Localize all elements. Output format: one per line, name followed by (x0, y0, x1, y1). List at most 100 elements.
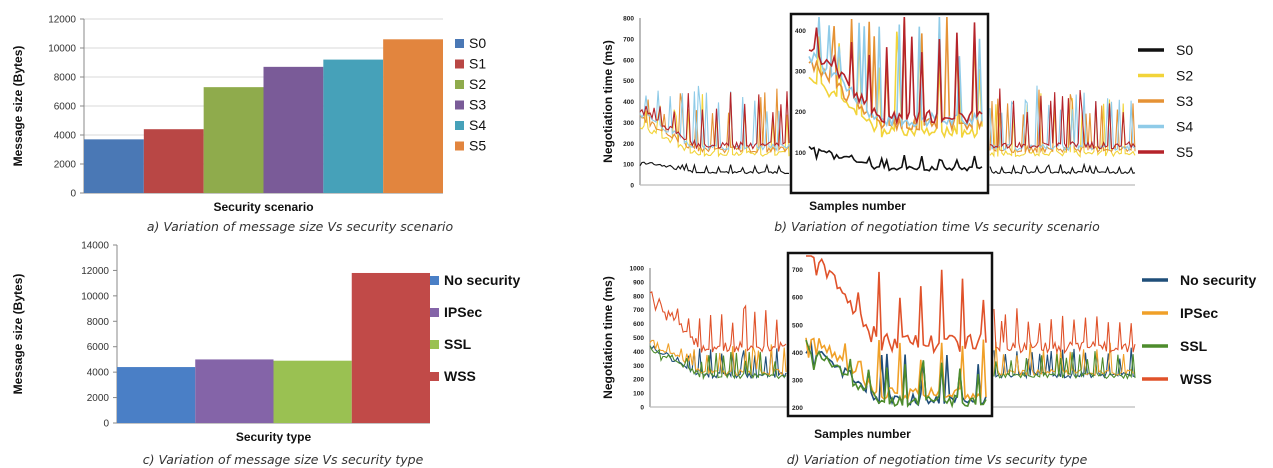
legend-label: S0 (469, 35, 486, 51)
series-line-ssl (649, 345, 787, 381)
series-line-wss (993, 308, 1136, 355)
legend-label: S1 (469, 56, 486, 72)
legend-swatch (430, 276, 439, 285)
inset-tick-label: 200 (795, 109, 806, 116)
y-tick-label: 1000 (630, 266, 645, 273)
legend-label: WSS (444, 368, 476, 384)
inset-tick-label: 300 (792, 378, 803, 385)
inset-tick-label: 200 (792, 405, 803, 412)
y-tick-label: 700 (633, 307, 644, 314)
series-line-s0 (639, 161, 790, 175)
y-tick-label: 6000 (54, 102, 77, 113)
bar-s5 (383, 39, 443, 193)
inset-tick-label: 600 (792, 295, 803, 302)
legend-label: SSL (1180, 338, 1208, 354)
inset-tick-label: 400 (792, 350, 803, 357)
y-tick-label: 700 (623, 36, 634, 43)
y-tick-label: 900 (633, 279, 644, 286)
y-tick-label: 500 (633, 335, 644, 342)
legend-label: No security (1180, 272, 1256, 288)
series-line-s5 (639, 91, 790, 151)
bar-s0 (84, 139, 144, 193)
y-tick-label: 12000 (81, 266, 109, 277)
legend-label: S4 (1176, 119, 1193, 135)
inset-tick-label: 300 (795, 68, 806, 75)
inset-series-line-wss (806, 255, 987, 355)
legend-label: S2 (1176, 68, 1193, 84)
y-tick-label: 100 (623, 162, 634, 169)
legend-label: S5 (469, 138, 486, 154)
y-tick-label: 400 (633, 349, 644, 356)
y-tick-label: 10000 (48, 44, 76, 55)
chart-caption: c) Variation of message size Vs security… (143, 452, 424, 467)
y-tick-label: 500 (623, 78, 634, 85)
bar-s1 (143, 129, 204, 193)
inset-series-line-s0 (808, 145, 983, 172)
inset-series-line-s3 (808, 16, 983, 133)
series-line-s3 (989, 89, 1136, 154)
y-tick-label: 600 (623, 57, 634, 64)
legend-swatch (430, 372, 439, 381)
legend-swatch (455, 59, 464, 69)
legend-label: SSL (444, 336, 472, 352)
y-tick-label: 4000 (54, 131, 77, 142)
y-tick-label: 4000 (87, 368, 110, 379)
chart-caption: b) Variation of negotiation time Vs secu… (774, 219, 1100, 234)
y-tick-label: 0 (640, 405, 644, 412)
y-tick-label: 8000 (54, 73, 77, 84)
series-line-ssl (993, 351, 1136, 380)
legend-swatch (430, 340, 439, 349)
bar-ipsec (195, 359, 274, 423)
y-tick-label: 100 (633, 391, 644, 398)
y-tick-label: 800 (633, 293, 644, 300)
bar-s3 (263, 66, 324, 193)
y-tick-label: 10000 (81, 291, 109, 302)
y-tick-label: 14000 (81, 241, 109, 252)
legend-swatch (455, 39, 464, 48)
y-axis-title: Negotiation time (ms) (601, 40, 615, 163)
legend-label: IPSec (1180, 305, 1218, 321)
bar-ssl (273, 360, 352, 423)
legend-label: WSS (1180, 371, 1212, 387)
chart-caption: d) Variation of negotiation time Vs secu… (787, 452, 1088, 467)
y-tick-label: 400 (623, 99, 634, 106)
series-line-s2 (639, 91, 790, 158)
y-tick-label: 0 (103, 419, 109, 430)
series-line-s0 (989, 162, 1136, 175)
y-tick-label: 200 (633, 377, 644, 384)
legend-swatch (455, 141, 464, 151)
inset-series-line-ipsec (805, 337, 987, 403)
y-tick-label: 0 (630, 183, 634, 190)
legend-label: S2 (469, 76, 486, 92)
y-tick-label: 8000 (87, 317, 110, 328)
inset-tick-label: 700 (792, 267, 803, 274)
y-axis-title: Negotiation time (ms) (601, 276, 615, 399)
y-tick-label: 200 (623, 141, 634, 148)
legend-label: S0 (1176, 42, 1193, 58)
y-tick-label: 2000 (87, 393, 110, 404)
y-tick-label: 0 (70, 189, 76, 200)
legend-swatch (430, 308, 439, 317)
inset-tick-label: 400 (795, 28, 806, 35)
bar-s4 (323, 59, 384, 193)
inset-tick-label: 500 (792, 322, 803, 329)
y-tick-label: 12000 (48, 15, 76, 26)
y-tick-label: 800 (623, 16, 634, 23)
y-axis-title: Message size (Bytes) (11, 274, 25, 395)
y-tick-label: 6000 (87, 342, 110, 353)
y-tick-label: 2000 (54, 160, 77, 171)
inset-series-line-ssl (805, 339, 987, 409)
inset-tick-label: 100 (795, 150, 806, 157)
y-tick-label: 600 (633, 321, 644, 328)
series-line-s5 (989, 88, 1136, 150)
legend-label: No security (444, 272, 520, 288)
y-axis-title: Message size (Bytes) (11, 46, 25, 167)
x-axis-title: Security scenario (213, 200, 313, 214)
series-line-s3 (639, 88, 790, 154)
series-line-wss (649, 291, 787, 353)
legend-label: S3 (1176, 93, 1193, 109)
legend-label: IPSec (444, 304, 482, 320)
legend-label: S3 (469, 97, 486, 113)
legend-swatch (455, 121, 464, 130)
